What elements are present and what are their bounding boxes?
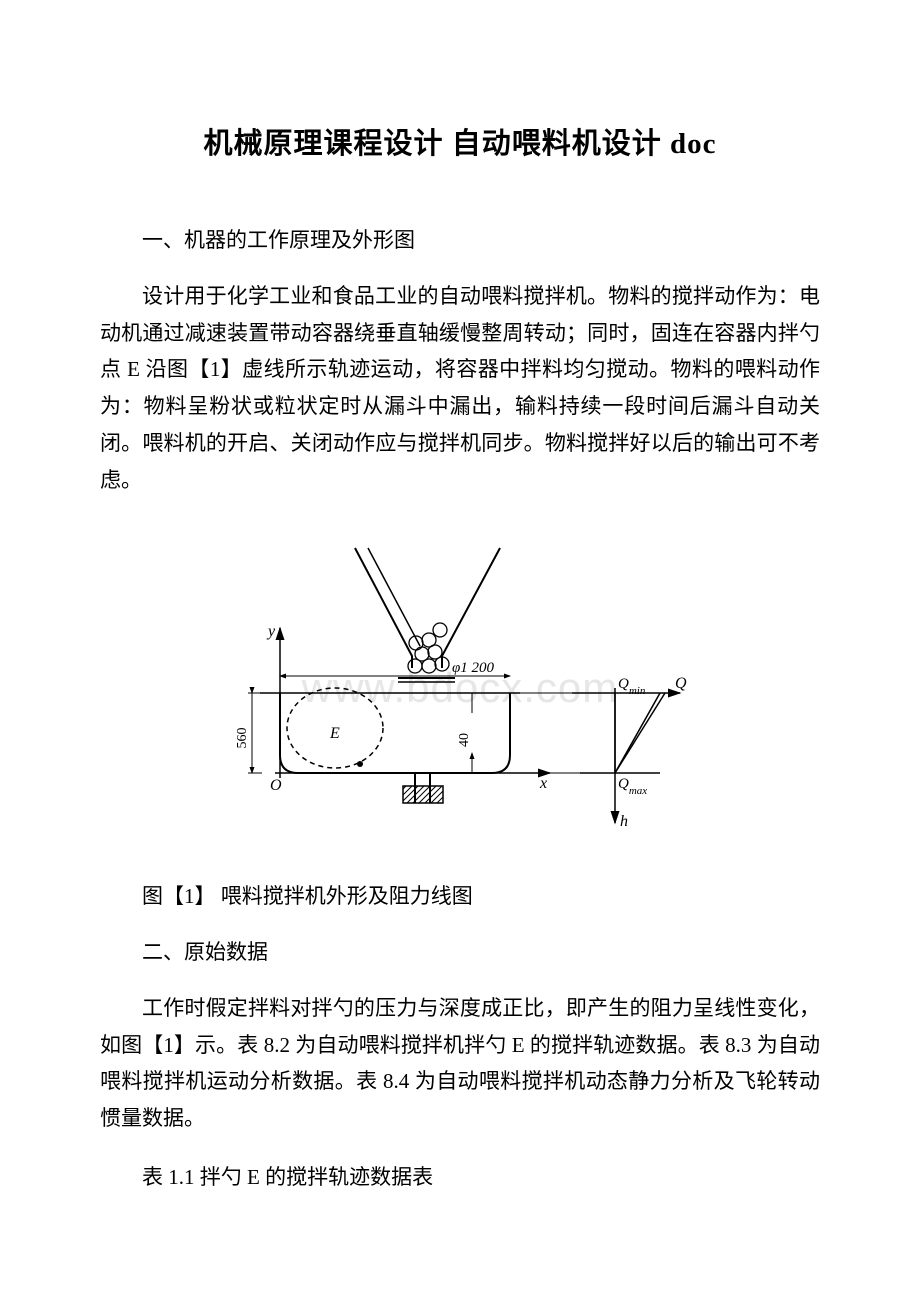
h-axis-label: h [620, 813, 628, 830]
qmax-label: Qmax [618, 776, 647, 797]
table-1-caption: 表 1.1 拌勺 E 的搅拌轨迹数据表 [100, 1159, 820, 1197]
section-1-body: 设计用于化学工业和食品工业的自动喂料搅拌机。物料的搅拌动作为：电动机通过减速装置… [100, 278, 820, 499]
qmin-label: Qmin [618, 676, 646, 697]
figure-1-diagram: y x O E 560 φ1 200 [220, 528, 700, 848]
x-axis-label: x [539, 775, 547, 792]
y-axis-label: y [266, 623, 276, 640]
gap-dimension: 40 [457, 733, 472, 747]
section-2-body: 工作时假定拌料对拌勺的压力与深度成正比，即产生的阻力呈线性变化，如图【1】示。表… [100, 990, 820, 1137]
section-2-heading: 二、原始数据 [100, 934, 820, 972]
document-title: 机械原理课程设计 自动喂料机设计 doc [100, 120, 820, 162]
origin-label: O [270, 777, 282, 794]
section-1-heading: 一、机器的工作原理及外形图 [100, 222, 820, 260]
figure-1-container: www.bdocx.com y x O E [100, 528, 820, 848]
diameter-dimension: φ1 200 [452, 660, 495, 676]
point-e-label: E [329, 725, 340, 742]
figure-1-caption: 图【1】 喂料搅拌机外形及阻力线图 [100, 878, 820, 916]
q-axis-label: Q [675, 675, 687, 692]
height-dimension: 560 [235, 728, 250, 749]
